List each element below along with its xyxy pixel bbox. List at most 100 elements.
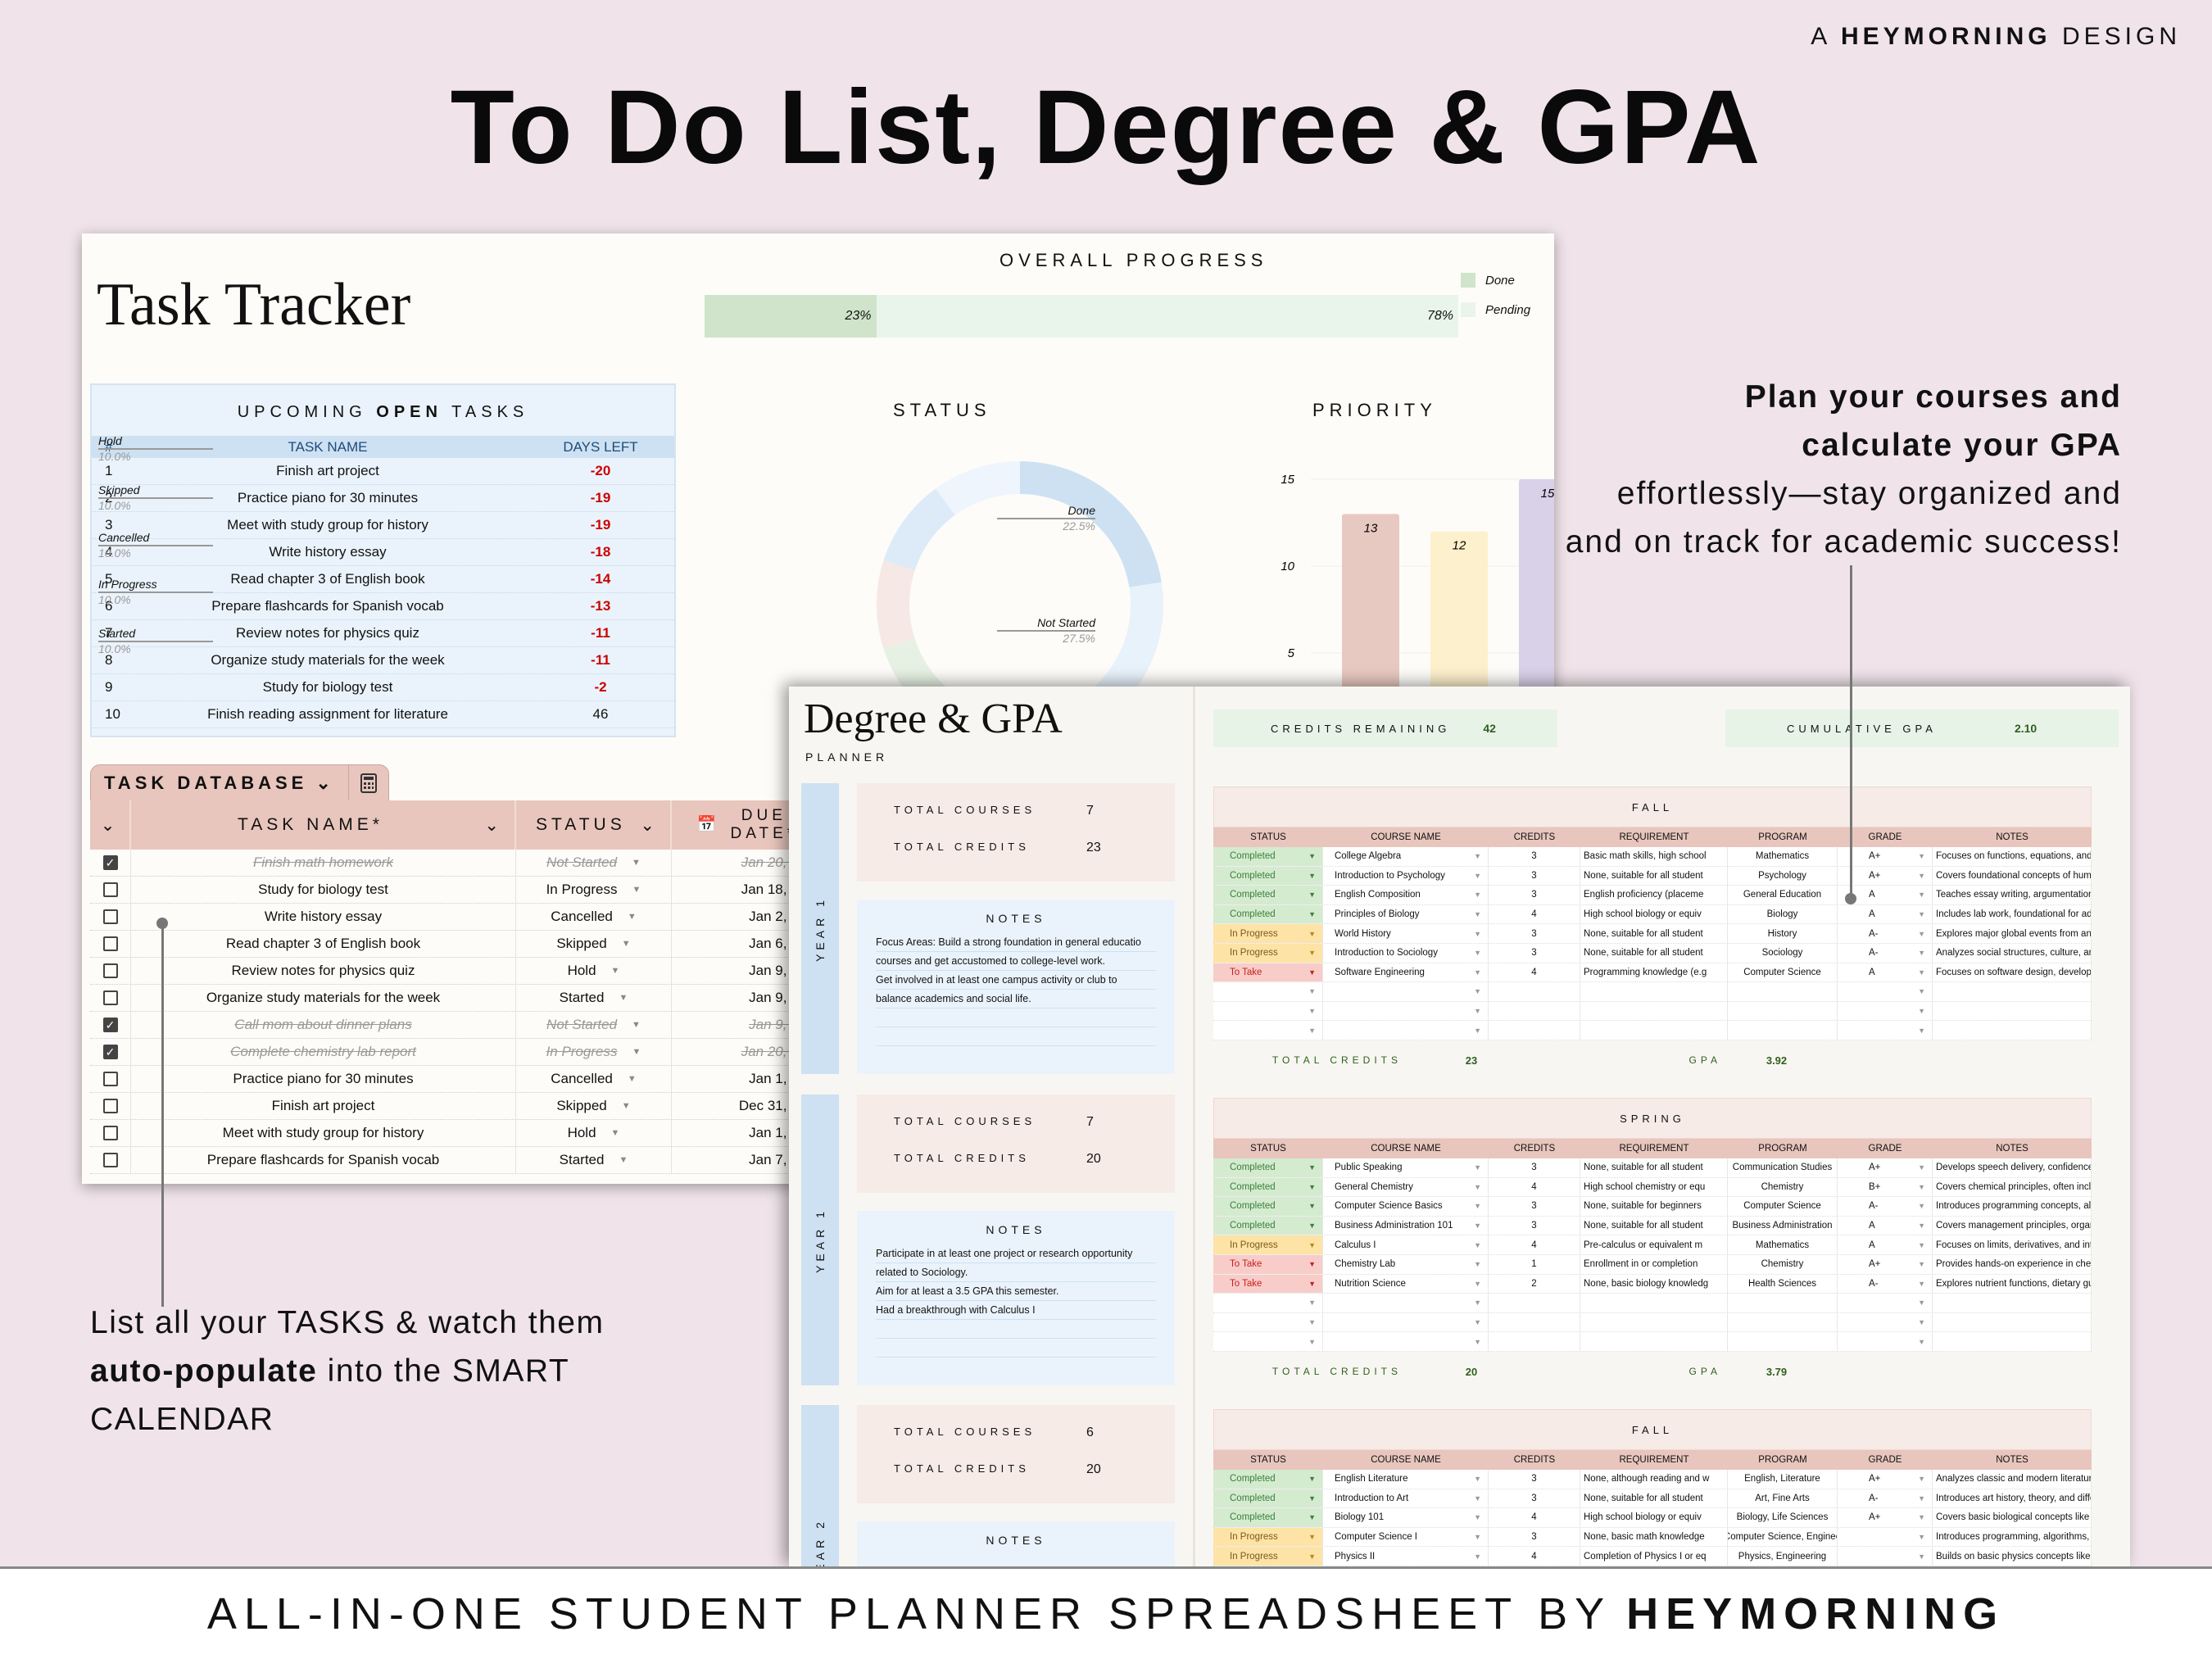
task-checkbox[interactable] [102,990,118,1005]
course-grade-dropdown[interactable]: ▼ [1838,1332,1933,1351]
course-program-cell[interactable]: Mathematics [1728,847,1838,866]
course-credits-cell[interactable]: 3 [1489,886,1580,904]
task-status-dropdown[interactable]: Cancelled ▼ [516,904,672,930]
task-name-cell[interactable]: Write history essay [131,904,516,930]
course-credits-cell[interactable]: 3 [1489,924,1580,943]
course-grade-dropdown[interactable]: A+ ▼ [1838,1508,1933,1527]
course-grade-dropdown[interactable]: A ▼ [1838,886,1933,904]
course-notes-cell[interactable]: Covers basic biological concepts like c [1933,1508,2092,1527]
note-line[interactable] [876,1339,1156,1358]
course-notes-cell[interactable]: Covers foundational concepts of huma [1933,866,2092,886]
course-grade-dropdown[interactable]: A+ ▼ [1838,1470,1933,1489]
course-requirement-cell[interactable] [1580,1001,1728,1021]
course-requirement-cell[interactable]: None, suitable for all student [1580,943,1728,963]
course-credits-cell[interactable]: 2 [1489,1274,1580,1294]
course-notes-cell[interactable]: Provides hands-on experience in chem [1933,1254,2092,1274]
course-name-dropdown[interactable]: English Literature ▼ [1323,1470,1489,1489]
course-status-dropdown[interactable]: Completed ▼ [1213,847,1323,866]
course-credits-cell[interactable]: 3 [1489,1489,1580,1508]
course-name-dropdown[interactable]: Calculus I ▼ [1323,1235,1489,1254]
course-status-dropdown[interactable]: In Progress ▼ [1213,1235,1323,1254]
task-checkbox[interactable] [102,1126,118,1140]
course-name-dropdown[interactable]: Chemistry Lab ▼ [1323,1254,1489,1274]
course-notes-cell[interactable]: Analyzes social structures, culture, and [1933,943,2092,963]
course-status-dropdown[interactable]: Completed ▼ [1213,1197,1323,1216]
course-name-dropdown[interactable]: Introduction to Psychology ▼ [1323,866,1489,886]
course-requirement-cell[interactable]: None, although reading and w [1580,1470,1728,1489]
course-name-dropdown[interactable]: Computer Science Basics ▼ [1323,1197,1489,1216]
course-grade-dropdown[interactable]: A- ▼ [1838,924,1933,943]
course-notes-cell[interactable] [1933,1294,2092,1312]
course-grade-dropdown[interactable]: A ▼ [1838,1216,1933,1235]
note-line[interactable] [876,1027,1156,1046]
course-requirement-cell[interactable]: Pre-calculus or equivalent m [1580,1235,1728,1254]
course-notes-cell[interactable]: Develops speech delivery, confidence, [1933,1158,2092,1177]
due-date-header[interactable]: 📅 DUE DATE* [672,800,827,850]
course-credits-cell[interactable]: 3 [1489,943,1580,963]
task-status-dropdown[interactable]: Cancelled ▼ [516,1066,672,1092]
course-status-dropdown[interactable]: ▼ [1213,982,1323,1001]
task-checkbox[interactable] [102,1153,118,1167]
course-credits-cell[interactable]: 3 [1489,866,1580,886]
course-status-dropdown[interactable]: In Progress ▼ [1213,1547,1323,1566]
course-credits-cell[interactable]: 4 [1489,1508,1580,1527]
task-name-cell[interactable]: Complete chemistry lab report [131,1039,516,1065]
course-grade-dropdown[interactable]: ▼ [1838,1294,1933,1312]
course-name-dropdown[interactable]: Business Administration 101 ▼ [1323,1216,1489,1235]
course-program-cell[interactable]: Health Sciences [1728,1274,1838,1294]
course-notes-cell[interactable] [1933,1332,2092,1351]
course-notes-cell[interactable]: Teaches essay writing, argumentation, [1933,886,2092,904]
course-requirement-cell[interactable]: High school chemistry or equ [1580,1177,1728,1197]
course-name-dropdown[interactable]: Biology 101 ▼ [1323,1508,1489,1527]
course-name-dropdown[interactable]: World History ▼ [1323,924,1489,943]
course-status-dropdown[interactable]: To Take ▼ [1213,1274,1323,1294]
course-status-dropdown[interactable]: ▼ [1213,1294,1323,1312]
course-credits-cell[interactable]: 3 [1489,1197,1580,1216]
task-name-cell[interactable]: Prepare flashcards for Spanish vocab [131,1147,516,1173]
course-notes-cell[interactable]: Builds on basic physics concepts like m [1933,1547,2092,1566]
task-checkbox[interactable] [102,936,118,951]
course-requirement-cell[interactable]: None, suitable for beginners [1580,1197,1728,1216]
note-line[interactable]: Get involved in at least one campus acti… [876,971,1156,990]
course-status-dropdown[interactable]: Completed ▼ [1213,866,1323,886]
course-credits-cell[interactable]: 4 [1489,963,1580,982]
course-grade-dropdown[interactable]: A- ▼ [1838,1197,1933,1216]
course-notes-cell[interactable]: Focuses on functions, equations, and g [1933,847,2092,866]
course-status-dropdown[interactable]: To Take ▼ [1213,963,1323,982]
course-program-cell[interactable]: Sociology [1728,943,1838,963]
course-status-dropdown[interactable]: In Progress ▼ [1213,924,1323,943]
task-status-dropdown[interactable]: Hold ▼ [516,958,672,984]
task-name-cell[interactable]: Call mom about dinner plans [131,1012,516,1038]
course-credits-cell[interactable]: 4 [1489,1177,1580,1197]
task-checkbox[interactable] [102,882,118,897]
task-name-cell[interactable]: Study for biology test [131,877,516,903]
note-line[interactable]: related to Sociology. [876,1263,1156,1282]
course-notes-cell[interactable]: Focuses on limits, derivatives, and inte [1933,1235,2092,1254]
course-grade-dropdown[interactable]: ▼ [1838,1547,1933,1566]
course-credits-cell[interactable]: 3 [1489,1470,1580,1489]
course-credits-cell[interactable]: 4 [1489,1547,1580,1566]
course-program-cell[interactable]: Physics, Engineering [1728,1547,1838,1566]
course-credits-cell[interactable]: 3 [1489,847,1580,866]
course-requirement-cell[interactable]: Basic math skills, high school [1580,847,1728,866]
course-notes-cell[interactable]: Analyzes classic and modern literature [1933,1470,2092,1489]
task-status-dropdown[interactable]: Started ▼ [516,1147,672,1173]
course-program-cell[interactable]: English, Literature [1728,1470,1838,1489]
course-grade-dropdown[interactable]: ▼ [1838,1021,1933,1040]
course-program-cell[interactable] [1728,982,1838,1001]
course-program-cell[interactable]: Chemistry [1728,1177,1838,1197]
note-line[interactable]: Aim for at least a 3.5 GPA this semester… [876,1282,1156,1301]
course-credits-cell[interactable] [1489,1294,1580,1312]
course-requirement-cell[interactable] [1580,1021,1728,1040]
task-status-dropdown[interactable]: Hold ▼ [516,1120,672,1146]
course-grade-dropdown[interactable]: ▼ [1838,1001,1933,1021]
course-notes-cell[interactable] [1933,1312,2092,1332]
course-grade-dropdown[interactable]: B+ ▼ [1838,1177,1933,1197]
course-notes-cell[interactable]: Explores nutrient functions, dietary gu [1933,1274,2092,1294]
course-program-cell[interactable]: General Education [1728,886,1838,904]
course-status-dropdown[interactable]: ▼ [1213,1021,1323,1040]
task-checkbox[interactable]: ✓ [102,1018,118,1032]
note-line[interactable]: Participate in at least one project or r… [876,1244,1156,1263]
course-requirement-cell[interactable]: High school biology or equiv [1580,904,1728,924]
course-requirement-cell[interactable] [1580,1312,1728,1332]
